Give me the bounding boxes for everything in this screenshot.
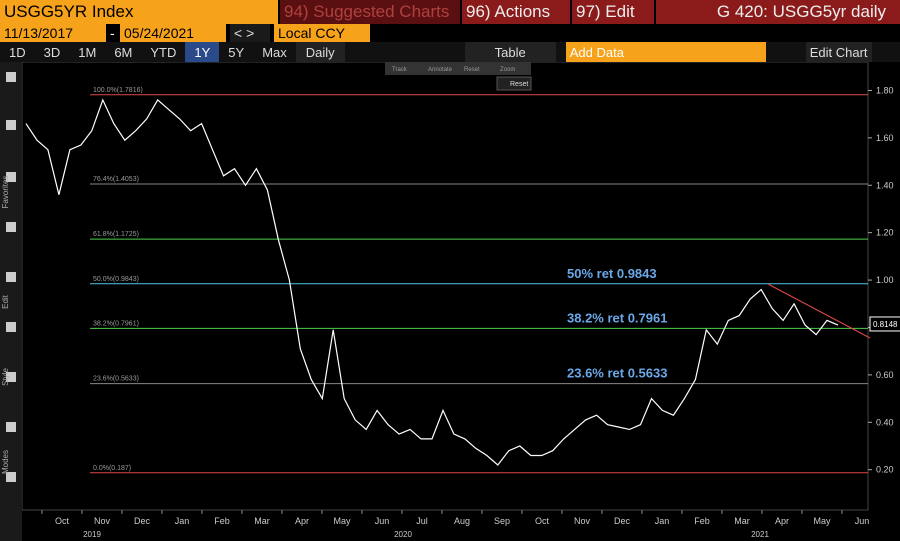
date-bar: 11/13/2017 - 05/24/2021 < > Local CCY — [0, 24, 900, 42]
x-tick-label: Feb — [214, 516, 230, 526]
x-tick-label: Aug — [454, 516, 470, 526]
x-tick-label: May — [813, 516, 831, 526]
tool-icon — [6, 422, 16, 432]
popup-item: Track — [392, 67, 408, 73]
x-tick-label: Feb — [694, 516, 710, 526]
x-tick-label: Jun — [855, 516, 870, 526]
x-tick-label: Jun — [375, 516, 390, 526]
fib-label: 76.4%(1.4053) — [93, 176, 139, 183]
x-tick-label: Dec — [134, 516, 151, 526]
last-value-label: 0.8148 — [873, 320, 898, 329]
tool-icon — [6, 222, 16, 232]
period-button[interactable]: 3D — [43, 44, 61, 60]
x-tick-label: Nov — [574, 516, 591, 526]
nav[interactable]: < > — [230, 24, 270, 42]
spacer — [345, 42, 465, 62]
fib-label: 0.0%(0.187) — [93, 465, 131, 472]
period-button[interactable]: 1D — [9, 44, 26, 60]
currency[interactable]: Local CCY — [274, 24, 370, 42]
tool-icon — [6, 172, 16, 182]
period-button[interactable]: YTD — [150, 44, 177, 60]
x-tick-label: Jan — [655, 516, 670, 526]
year-label: 2021 — [751, 530, 769, 539]
spacer — [766, 42, 806, 62]
period-button[interactable]: 5Y — [228, 44, 245, 60]
x-tick-label: Nov — [94, 516, 111, 526]
sidebar-label: Favorites — [1, 176, 10, 209]
actions[interactable]: 96) Actions — [462, 0, 570, 24]
annotation: 38.2% ret 0.7961 — [567, 310, 667, 325]
x-tick-label: Mar — [254, 516, 270, 526]
x-tick-label: Jan — [175, 516, 190, 526]
annotation: 23.6% ret 0.5633 — [567, 366, 667, 381]
add-data[interactable]: Add Data — [565, 42, 766, 62]
x-tick-label: Apr — [295, 516, 309, 526]
x-tick-label: Jul — [416, 516, 428, 526]
x-tick-label: Sep — [494, 516, 510, 526]
year-label: 2019 — [83, 530, 101, 539]
end-date[interactable]: 05/24/2021 — [120, 24, 226, 42]
x-tick-label: Oct — [535, 516, 550, 526]
price-line — [25, 98, 839, 466]
x-tick-label: Dec — [614, 516, 631, 526]
ticker[interactable]: USGG5YR Index — [0, 0, 278, 24]
popup-item: Zoom — [500, 67, 515, 73]
popup — [385, 62, 531, 75]
period-button[interactable]: Max — [262, 44, 287, 60]
start-date[interactable]: 11/13/2017 — [0, 24, 106, 42]
y-tick-label: 0.20 — [876, 465, 894, 475]
y-tick-label: 0.40 — [876, 417, 894, 427]
popup-item: Annotate — [428, 67, 453, 73]
reset-button — [496, 76, 532, 91]
fib-label: 23.6%(0.5633) — [93, 376, 139, 383]
fib-label: 50.0%(0.9843) — [93, 276, 139, 283]
last-value-box — [869, 316, 900, 332]
tool-icon — [6, 472, 16, 482]
table-button[interactable]: Table — [464, 42, 556, 62]
x-tick-label: May — [333, 516, 351, 526]
reset-label: Reset — [510, 81, 528, 88]
chart: FavoritesEditStyleModes0.200.400.600.801… — [0, 62, 900, 541]
y-tick-label: 1.60 — [876, 133, 894, 143]
dash: - — [110, 25, 115, 41]
fib-label: 100.0%(1.7816) — [93, 87, 143, 94]
trend-line — [767, 283, 871, 339]
y-tick-label: 0.60 — [876, 370, 894, 380]
tool-icon — [6, 322, 16, 332]
period-button[interactable]: 1Y — [185, 42, 220, 62]
period-button[interactable]: 6M — [114, 44, 133, 60]
tool-icon — [6, 72, 16, 82]
y-tick-label: 1.00 — [876, 275, 894, 285]
year-label: 2020 — [394, 530, 412, 539]
sidebar — [0, 62, 22, 541]
edit-chart[interactable]: Edit Chart — [805, 42, 872, 62]
edit[interactable]: 97) Edit — [572, 0, 654, 24]
tool-icon — [6, 120, 16, 130]
y-tick-label: 1.20 — [876, 228, 894, 238]
tool-icon — [6, 272, 16, 282]
plot-bg — [21, 62, 869, 511]
suggested[interactable]: 94) Suggested Charts — [280, 0, 460, 24]
x-tick-label: Apr — [775, 516, 789, 526]
popup-item: Reset — [464, 67, 480, 73]
period-button[interactable]: 1M — [78, 44, 97, 60]
x-tick-label: Mar — [734, 516, 750, 526]
x-tick-label: Oct — [55, 516, 70, 526]
window-title: G 420: USGG5yr daily — [656, 0, 900, 24]
sidebar-label: Edit — [1, 294, 10, 309]
frequency[interactable]: Daily — [295, 42, 345, 62]
annotation: 50% ret 0.9843 — [567, 266, 657, 281]
y-tick-label: 1.40 — [876, 180, 894, 190]
fib-label: 38.2%(0.7961) — [93, 320, 139, 327]
tool-icon — [6, 372, 16, 382]
sidebar-label: Style — [1, 368, 10, 386]
y-tick-label: 1.80 — [876, 85, 894, 95]
title-bar: USGG5YR Index 94) Suggested Charts 96) A… — [0, 0, 900, 24]
sidebar-label: Modes — [1, 450, 10, 474]
toolbar: 1D 3D 1M 6M YTD 1Y 5Y Max Daily Table Add Data Edit… — [0, 42, 900, 62]
fib-label: 61.8%(1.1725) — [93, 231, 139, 238]
